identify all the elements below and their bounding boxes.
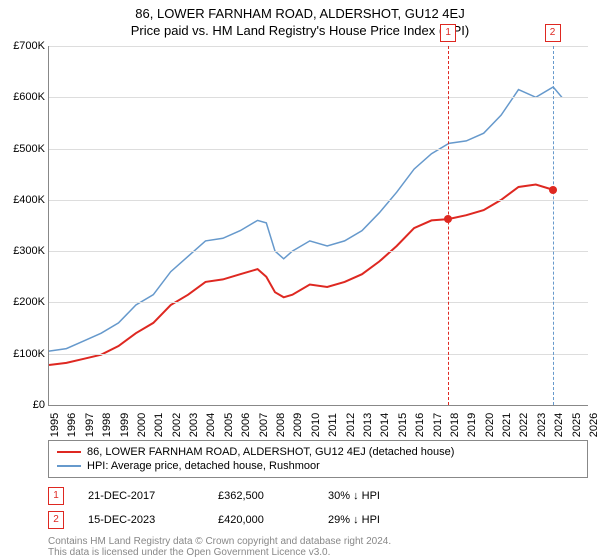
chart-plot-area: £0£100K£200K£300K£400K£500K£600K£700K199… bbox=[48, 46, 588, 406]
x-axis-label: 2010 bbox=[310, 413, 322, 437]
x-axis-label: 2012 bbox=[345, 413, 357, 437]
x-axis-label: 2026 bbox=[588, 413, 600, 437]
x-axis-label: 2025 bbox=[571, 413, 583, 437]
series-price_paid bbox=[49, 185, 557, 366]
x-axis-label: 2006 bbox=[240, 413, 252, 437]
credits-line-1: Contains HM Land Registry data © Crown c… bbox=[48, 536, 588, 547]
x-axis-label: 2019 bbox=[466, 413, 478, 437]
legend-item: 86, LOWER FARNHAM ROAD, ALDERSHOT, GU12 … bbox=[57, 445, 579, 459]
legend-label: 86, LOWER FARNHAM ROAD, ALDERSHOT, GU12 … bbox=[87, 446, 454, 458]
legend-swatch bbox=[57, 451, 81, 453]
x-axis-label: 1998 bbox=[101, 413, 113, 437]
sale-row: 2 15-DEC-2023£420,00029% ↓ HPI bbox=[48, 508, 588, 532]
sale-badge: 1 bbox=[48, 487, 64, 505]
legend-item: HPI: Average price, detached house, Rush… bbox=[57, 459, 579, 473]
chart-legend: 86, LOWER FARNHAM ROAD, ALDERSHOT, GU12 … bbox=[48, 440, 588, 478]
sale-marker-dot bbox=[549, 186, 557, 194]
credits: Contains HM Land Registry data © Crown c… bbox=[48, 536, 588, 558]
x-axis-label: 2001 bbox=[153, 413, 165, 437]
x-axis-label: 2002 bbox=[171, 413, 183, 437]
y-axis-label: £300K bbox=[13, 245, 49, 257]
x-axis-label: 2017 bbox=[432, 413, 444, 437]
y-axis-label: £200K bbox=[13, 296, 49, 308]
chart-subtitle: Price paid vs. HM Land Registry's House … bbox=[0, 23, 600, 38]
chart-container: { "title": "86, LOWER FARNHAM ROAD, ALDE… bbox=[0, 0, 600, 560]
x-axis-label: 2007 bbox=[258, 413, 270, 437]
x-axis-label: 2011 bbox=[327, 413, 339, 437]
x-axis-label: 2005 bbox=[223, 413, 235, 437]
x-axis-label: 2008 bbox=[275, 413, 287, 437]
sale-marker-line bbox=[553, 46, 554, 405]
x-axis-label: 2023 bbox=[536, 413, 548, 437]
x-axis-label: 1999 bbox=[119, 413, 131, 437]
x-axis-label: 2003 bbox=[188, 413, 200, 437]
x-axis-label: 2009 bbox=[292, 413, 304, 437]
sale-marker-badge: 2 bbox=[545, 24, 561, 42]
series-hpi bbox=[49, 87, 562, 351]
chart-svg bbox=[49, 46, 588, 405]
x-axis-label: 2000 bbox=[136, 413, 148, 437]
y-axis-label: £500K bbox=[13, 143, 49, 155]
y-axis-label: £600K bbox=[13, 91, 49, 103]
y-axis-label: £0 bbox=[33, 399, 49, 411]
x-axis-label: 1995 bbox=[49, 413, 61, 437]
sale-diff: 30% ↓ HPI bbox=[328, 490, 428, 502]
x-axis-label: 2013 bbox=[362, 413, 374, 437]
legend-swatch bbox=[57, 465, 81, 467]
x-axis-label: 2021 bbox=[501, 413, 513, 437]
sale-marker-line bbox=[448, 46, 449, 405]
title-block: 86, LOWER FARNHAM ROAD, ALDERSHOT, GU12 … bbox=[0, 0, 600, 38]
credits-line-2: This data is licensed under the Open Gov… bbox=[48, 547, 588, 558]
sale-marker-dot bbox=[444, 215, 452, 223]
y-axis-label: £700K bbox=[13, 40, 49, 52]
x-axis-label: 2016 bbox=[414, 413, 426, 437]
x-axis-label: 2014 bbox=[379, 413, 391, 437]
sale-date: 21-DEC-2017 bbox=[88, 490, 218, 502]
sale-badge: 2 bbox=[48, 511, 64, 529]
sale-marker-badge: 1 bbox=[440, 24, 456, 42]
x-axis-label: 2018 bbox=[449, 413, 461, 437]
sale-date: 15-DEC-2023 bbox=[88, 514, 218, 526]
sale-diff: 29% ↓ HPI bbox=[328, 514, 428, 526]
x-axis-label: 1996 bbox=[66, 413, 78, 437]
x-axis-label: 2022 bbox=[518, 413, 530, 437]
sales-table: 1 21-DEC-2017£362,50030% ↓ HPI 2 15-DEC-202… bbox=[48, 484, 588, 532]
x-axis-label: 2015 bbox=[397, 413, 409, 437]
x-axis-label: 2004 bbox=[205, 413, 217, 437]
x-axis-label: 2020 bbox=[484, 413, 496, 437]
y-axis-label: £100K bbox=[13, 348, 49, 360]
y-axis-label: £400K bbox=[13, 194, 49, 206]
chart-title: 86, LOWER FARNHAM ROAD, ALDERSHOT, GU12 … bbox=[0, 6, 600, 21]
x-axis-label: 2024 bbox=[553, 413, 565, 437]
legend-label: HPI: Average price, detached house, Rush… bbox=[87, 460, 320, 472]
sale-price: £420,000 bbox=[218, 514, 328, 526]
sale-price: £362,500 bbox=[218, 490, 328, 502]
x-axis-label: 1997 bbox=[84, 413, 96, 437]
sale-row: 1 21-DEC-2017£362,50030% ↓ HPI bbox=[48, 484, 588, 508]
